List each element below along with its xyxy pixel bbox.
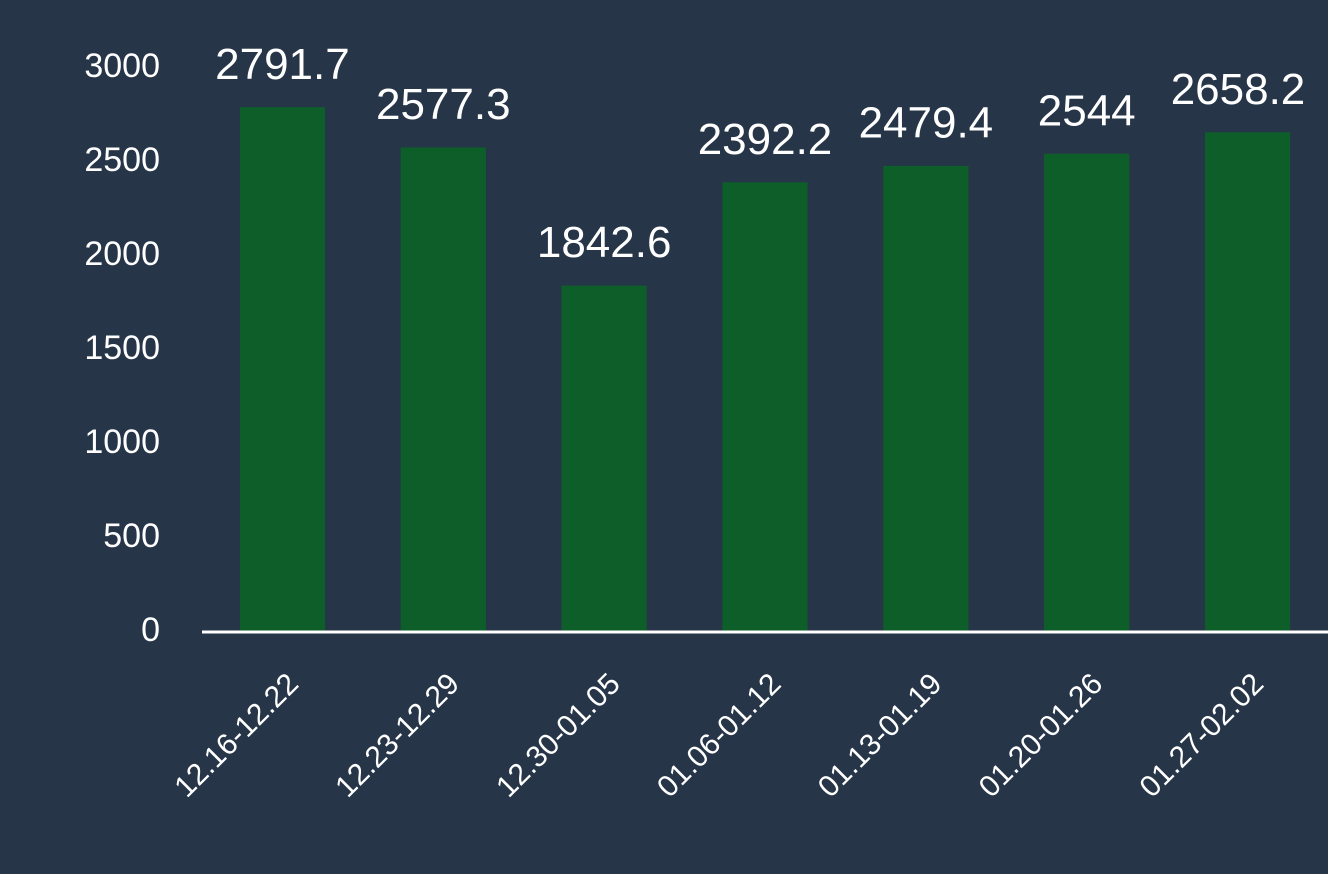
y-tick-label: 3000 <box>84 47 160 85</box>
data-label: 2392.2 <box>698 115 833 164</box>
bar <box>239 107 326 632</box>
y-tick-label: 2000 <box>84 235 160 273</box>
y-tick-label: 0 <box>141 611 160 649</box>
data-label: 2658.2 <box>1171 65 1306 114</box>
bar <box>561 285 647 632</box>
data-label: 2577.3 <box>376 80 511 129</box>
data-label: 2544 <box>1038 86 1136 135</box>
bar <box>722 182 808 632</box>
data-label: 2791.7 <box>215 40 350 89</box>
data-label: 1842.6 <box>537 218 672 267</box>
y-tick-label: 500 <box>103 517 160 555</box>
data-label: 2479.4 <box>859 98 994 147</box>
bar <box>1204 132 1291 632</box>
bar <box>400 147 486 633</box>
bar <box>883 165 969 632</box>
y-tick-label: 1000 <box>84 423 160 461</box>
y-tick-label: 1500 <box>84 329 160 367</box>
bar <box>1044 153 1130 632</box>
y-tick-label: 2500 <box>84 141 160 179</box>
